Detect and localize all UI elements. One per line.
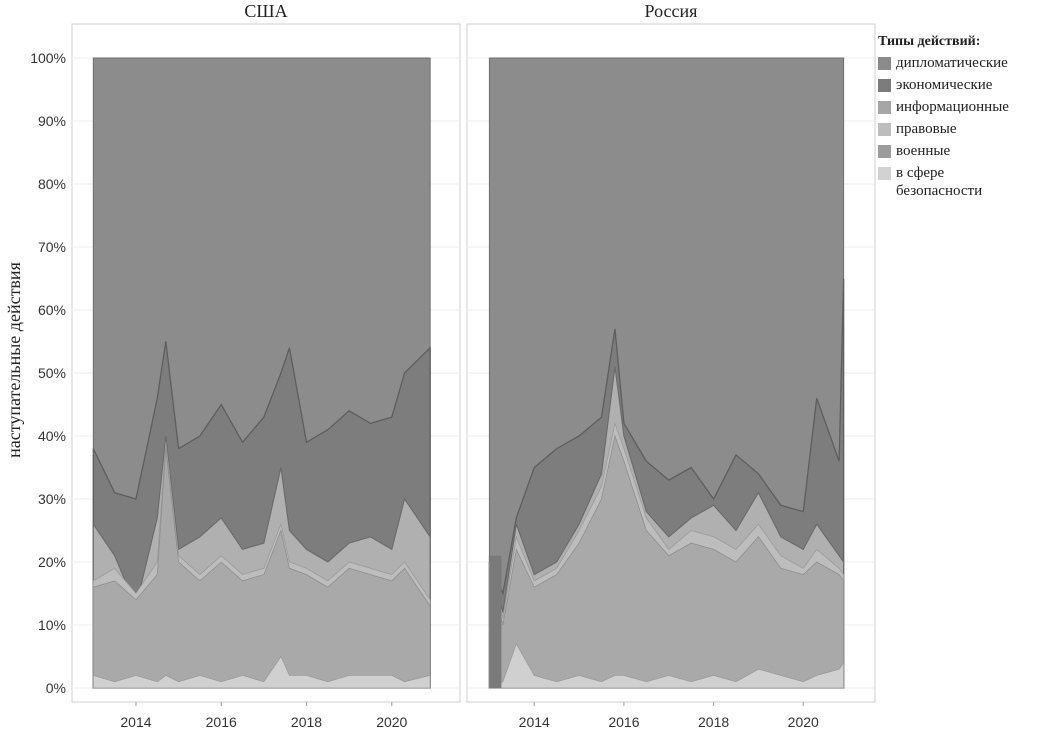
legend-item: правовые — [878, 120, 1053, 142]
y-tick-label: 10% — [38, 617, 66, 633]
y-tick-label: 0% — [46, 680, 66, 696]
x-tick-label: 2018 — [291, 714, 322, 730]
legend-swatch — [878, 101, 891, 114]
x-tick-label: 2018 — [698, 714, 729, 730]
y-tick-label: 30% — [38, 491, 66, 507]
x-tick-label: 2016 — [206, 714, 237, 730]
area-military — [92, 448, 431, 689]
y-axis-title-group: наступательные действия — [4, 262, 24, 458]
legend-label: экономические — [896, 77, 993, 93]
legend-label: дипломатические — [896, 55, 1008, 71]
x-tick-label: 2020 — [376, 714, 407, 730]
legend-title: Типы действий: — [878, 34, 981, 49]
legend-swatch — [878, 145, 891, 158]
y-tick-label: 80% — [38, 176, 66, 192]
panel-russia: Россия 2014 2016 2018 2020 — [466, 1, 876, 730]
y-tick-label: 40% — [38, 428, 66, 444]
chart-panels: США 2014 2016 2018 2020 Россия 2014 2016 2018 202… — [71, 1, 876, 730]
legend-label: правовые — [896, 121, 957, 137]
x-tick-label: 2014 — [120, 714, 151, 730]
legend-item: дипломатические — [878, 54, 1053, 76]
panel-usa: США 2014 2016 2018 2020 — [71, 1, 461, 730]
y-axis-ticks: 0% 10% 20% 30% 40% 50% 60% 70% 80% 90% 100% — [30, 50, 66, 696]
legend-swatch — [878, 79, 891, 92]
legend-item: информационные — [878, 98, 1053, 120]
legend-item: в сфере безопасности — [878, 164, 1053, 199]
y-tick-label: 20% — [38, 554, 66, 570]
panel-title: Россия — [645, 1, 698, 21]
legend-label: информационные — [896, 99, 1009, 115]
y-tick-label: 100% — [30, 50, 66, 66]
x-tick-label: 2016 — [608, 714, 639, 730]
area-security — [489, 642, 845, 689]
area-military — [489, 434, 845, 689]
y-tick-label: 90% — [38, 113, 66, 129]
legend-swatch — [878, 167, 891, 180]
panel-title: США — [244, 1, 287, 21]
area-economic-start — [489, 555, 502, 688]
legend-swatch — [878, 57, 891, 70]
legend: Типы действий: дипломатические экономичес… — [878, 34, 1053, 199]
legend-item: экономические — [878, 76, 1053, 98]
legend-label: военные — [896, 143, 951, 159]
y-tick-label: 60% — [38, 302, 66, 318]
area-security — [92, 655, 431, 689]
y-tick-label: 50% — [38, 365, 66, 381]
y-tick-label: 70% — [38, 239, 66, 255]
x-tick-label: 2014 — [519, 714, 550, 730]
legend-swatch — [878, 123, 891, 136]
legend-items: дипломатические экономические информационн… — [878, 54, 1053, 199]
legend-item: военные — [878, 142, 1053, 164]
x-tick-label: 2020 — [788, 714, 819, 730]
legend-label: в сфере безопасности — [896, 165, 983, 199]
y-axis-title: наступательные действия — [4, 262, 24, 458]
